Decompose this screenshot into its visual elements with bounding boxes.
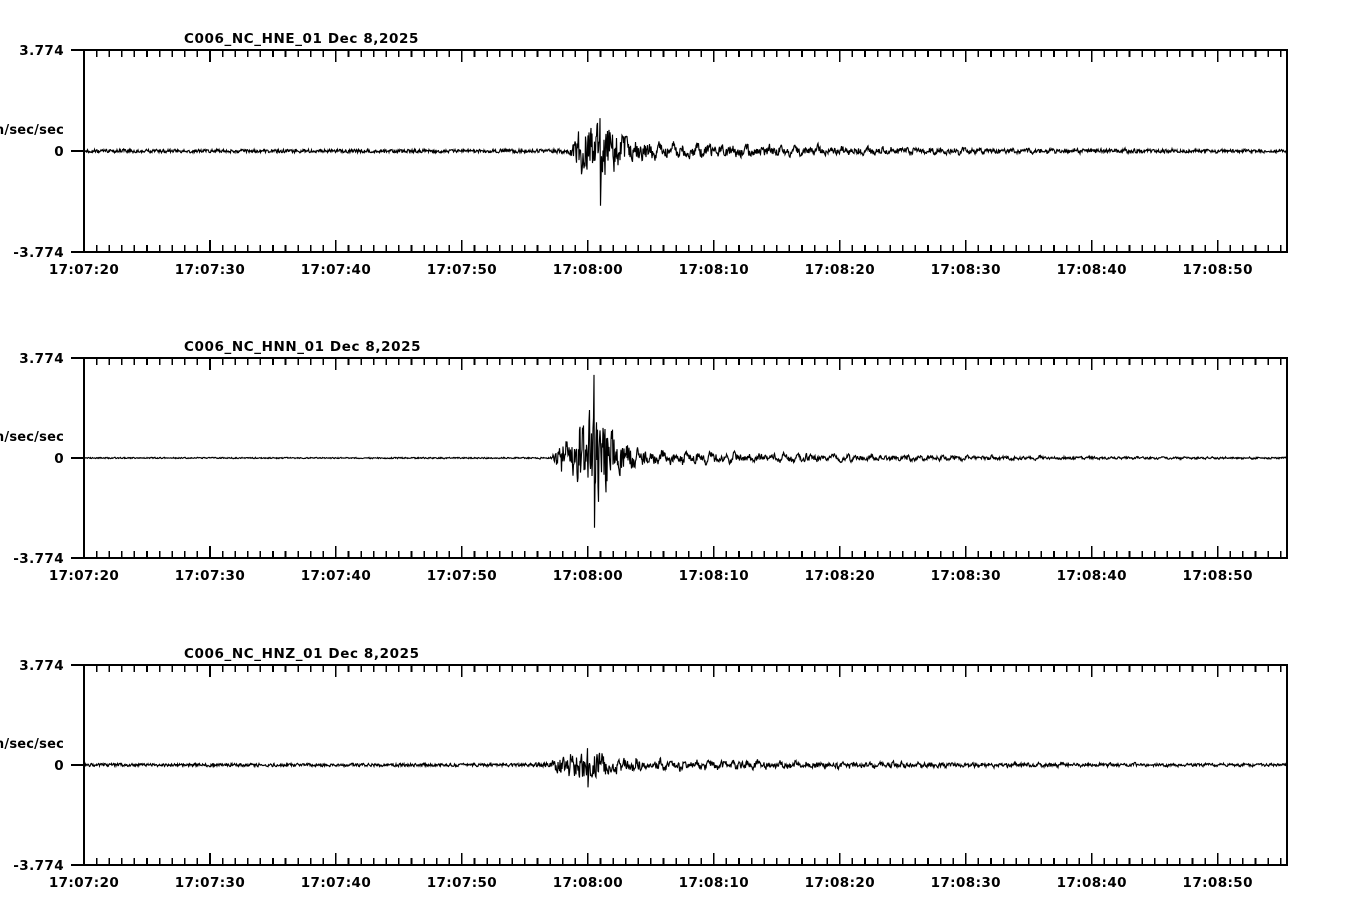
x-tick-label: 17:07:30 bbox=[175, 875, 245, 891]
plot-frame bbox=[83, 357, 1288, 559]
y-axis-ticks bbox=[71, 664, 84, 866]
y-tick-label: 3.774 bbox=[19, 43, 64, 59]
x-tick-label: 17:08:40 bbox=[1057, 262, 1127, 278]
y-tick-label: -3.774 bbox=[13, 858, 64, 874]
x-tick-label: 17:07:30 bbox=[175, 262, 245, 278]
y-axis-unit-label: cm/sec/sec bbox=[0, 123, 64, 138]
x-axis-ticks bbox=[83, 358, 1282, 558]
x-tick-label: 17:07:40 bbox=[301, 875, 371, 891]
x-tick-label: 17:08:50 bbox=[1183, 262, 1253, 278]
x-tick-label: 17:08:20 bbox=[805, 568, 875, 584]
x-tick-label: 17:07:40 bbox=[301, 262, 371, 278]
x-tick-label: 17:08:30 bbox=[931, 568, 1001, 584]
x-tick-label: 17:08:20 bbox=[805, 875, 875, 891]
panel-canvas-2: 3.774 0 -3.774 cm/sec/sec 17:07:20 17:07:30 17… bbox=[0, 339, 1288, 584]
x-tick-label: 17:07:20 bbox=[49, 568, 119, 584]
waveform-trace bbox=[83, 374, 1288, 528]
x-tick-label: 17:08:00 bbox=[553, 262, 623, 278]
panel-canvas-3: 3.774 0 -3.774 cm/sec/sec 17:07:20 17:07:30 17… bbox=[0, 646, 1288, 891]
x-axis-ticks bbox=[83, 50, 1282, 252]
x-tick-label: 17:08:10 bbox=[679, 262, 749, 278]
y-axis-unit-label: cm/sec/sec bbox=[0, 737, 64, 752]
y-tick-label: -3.774 bbox=[13, 551, 64, 567]
waveform-trace bbox=[83, 118, 1288, 206]
x-tick-label: 17:07:20 bbox=[49, 262, 119, 278]
y-axis-unit-label: cm/sec/sec bbox=[0, 430, 64, 445]
panel-canvas-1: 3.774 0 -3.774 cm/sec/sec 17:07:20 17:07:30 17… bbox=[0, 31, 1288, 278]
x-tick-label: 17:08:30 bbox=[931, 262, 1001, 278]
x-tick-label: 17:07:20 bbox=[49, 875, 119, 891]
x-axis-ticks bbox=[83, 665, 1282, 865]
x-tick-label: 17:07:40 bbox=[301, 568, 371, 584]
x-tick-label: 17:08:20 bbox=[805, 262, 875, 278]
seismogram-panel-3: 3.774 0 -3.774 cm/sec/sec 17:07:20 17:07:30 17… bbox=[0, 625, 1358, 910]
x-tick-label: 17:08:30 bbox=[931, 875, 1001, 891]
panel-title: C006_NC_HNN_01 Dec 8,2025 bbox=[184, 339, 421, 355]
x-tick-label: 17:07:50 bbox=[427, 262, 497, 278]
seismogram-panel-1: 3.774 0 -3.774 cm/sec/sec 17:07:20 17:07:30 17… bbox=[0, 10, 1358, 297]
x-tick-label: 17:08:00 bbox=[553, 568, 623, 584]
y-tick-label: 3.774 bbox=[19, 351, 64, 367]
x-tick-label: 17:08:40 bbox=[1057, 875, 1127, 891]
x-tick-label: 17:08:50 bbox=[1183, 568, 1253, 584]
plot-frame bbox=[83, 49, 1288, 253]
x-tick-label: 17:07:50 bbox=[427, 875, 497, 891]
x-tick-label: 17:08:40 bbox=[1057, 568, 1127, 584]
y-tick-label: 0 bbox=[54, 758, 64, 774]
y-tick-label: 0 bbox=[54, 144, 64, 160]
x-tick-label: 17:08:10 bbox=[679, 568, 749, 584]
plot-frame bbox=[83, 664, 1288, 866]
x-tick-label: 17:07:30 bbox=[175, 568, 245, 584]
y-tick-label: 3.774 bbox=[19, 658, 64, 674]
x-tick-label: 17:08:50 bbox=[1183, 875, 1253, 891]
x-tick-label: 17:08:10 bbox=[679, 875, 749, 891]
panel-title: C006_NC_HNZ_01 Dec 8,2025 bbox=[184, 646, 420, 662]
x-tick-label: 17:08:00 bbox=[553, 875, 623, 891]
y-tick-label: -3.774 bbox=[13, 245, 64, 261]
y-axis-ticks bbox=[71, 49, 84, 253]
y-axis-ticks bbox=[71, 357, 84, 559]
y-tick-label: 0 bbox=[54, 451, 64, 467]
seismogram-panel-2: 3.774 0 -3.774 cm/sec/sec 17:07:20 17:07:30 17… bbox=[0, 318, 1358, 603]
x-tick-label: 17:07:50 bbox=[427, 568, 497, 584]
waveform-trace bbox=[83, 748, 1288, 788]
panel-title: C006_NC_HNE_01 Dec 8,2025 bbox=[184, 31, 419, 47]
